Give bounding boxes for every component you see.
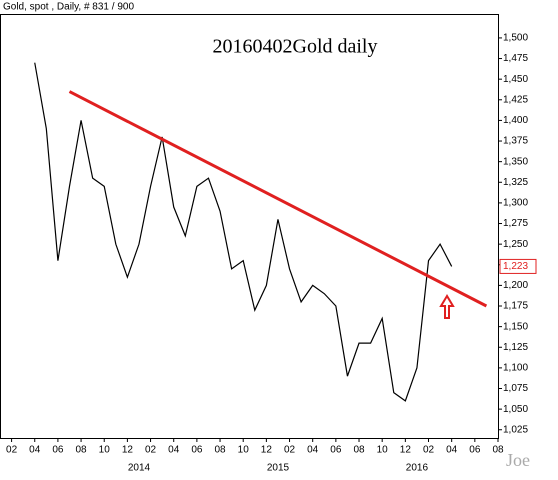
x-tick-label: 08: [353, 445, 365, 456]
y-tick-label: 1,275: [503, 218, 528, 229]
x-tick-label: 06: [191, 445, 203, 456]
x-tick-label: 10: [377, 445, 389, 456]
x-tick-label: 10: [238, 445, 250, 456]
y-tick-label: 1,250: [503, 239, 528, 250]
x-tick-label: 06: [469, 445, 481, 456]
x-tick-label: 12: [400, 445, 412, 456]
y-tick-label: 1,025: [503, 424, 528, 435]
year-label: 2015: [267, 463, 290, 474]
y-tick-label: 1,050: [503, 404, 528, 415]
y-tick-label: 1,375: [503, 136, 528, 147]
x-tick-label: 02: [145, 445, 157, 456]
chart-header: Gold, spot , Daily, # 831 / 900: [3, 2, 134, 13]
y-tick-label: 1,125: [503, 342, 528, 353]
y-tick-label: 1,325: [503, 177, 528, 188]
x-tick-label: 02: [284, 445, 296, 456]
x-tick-label: 02: [6, 445, 18, 456]
y-tick-label: 1,075: [503, 383, 528, 394]
y-tick-label: 1,175: [503, 301, 528, 312]
y-tick-label: 1,350: [503, 156, 528, 167]
x-tick-label: 04: [29, 445, 41, 456]
plot-frame: [0, 14, 499, 439]
x-tick-label: 08: [492, 445, 504, 456]
price-line: [34, 62, 453, 402]
annotation-arrow: [439, 294, 455, 319]
y-tick-label: 1,425: [503, 94, 528, 105]
x-tick-label: 12: [122, 445, 134, 456]
y-tick-label: 1,450: [503, 74, 528, 85]
x-tick-label: 12: [261, 445, 273, 456]
x-tick-label: 06: [330, 445, 342, 456]
last-value-label: 1,223: [503, 261, 528, 272]
x-tick-label: 08: [76, 445, 88, 456]
chart-title: 20160402Gold daily: [213, 36, 378, 58]
y-tick-label: 1,150: [503, 321, 528, 332]
x-tick-label: 06: [52, 445, 64, 456]
x-tick-label: 04: [168, 445, 180, 456]
y-tick-label: 1,100: [503, 363, 528, 374]
year-label: 2014: [128, 463, 151, 474]
x-tick-label: 08: [214, 445, 226, 456]
y-tick-label: 1,475: [503, 53, 528, 64]
trendline: [68, 90, 488, 308]
x-tick-label: 10: [99, 445, 111, 456]
watermark: Joe: [506, 450, 530, 470]
x-tick-label: 04: [307, 445, 319, 456]
y-tick-label: 1,500: [503, 33, 528, 44]
x-tick-label: 02: [423, 445, 435, 456]
last-value-box: [499, 258, 537, 274]
y-tick-label: 1,300: [503, 198, 528, 209]
y-tick-label: 1,400: [503, 115, 528, 126]
y-tick-label: 1,200: [503, 280, 528, 291]
x-tick-label: 04: [446, 445, 458, 456]
year-label: 2016: [406, 463, 429, 474]
